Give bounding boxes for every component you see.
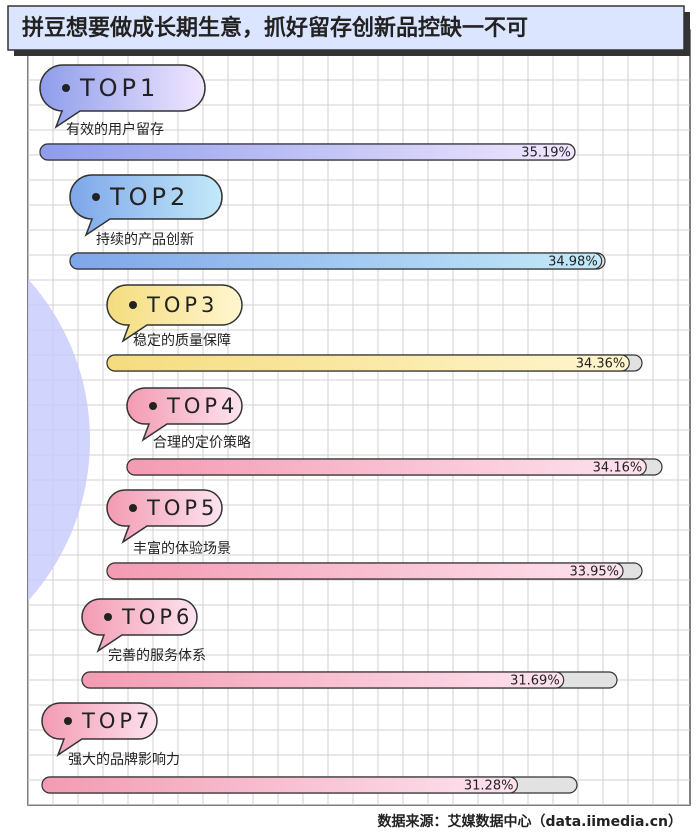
bubble: [81, 598, 198, 653]
bar: [39, 143, 576, 161]
rank-label: TOP7: [81, 709, 153, 733]
category-label: 完善的服务体系: [108, 648, 206, 664]
rank-label: TOP1: [79, 74, 159, 102]
bar: [69, 252, 603, 270]
bubble-dot: [129, 504, 137, 512]
bubble-dot: [104, 613, 112, 621]
bubble-dot: [129, 301, 137, 309]
bubble: [126, 387, 243, 442]
value-label: 34.36%: [576, 357, 626, 372]
chart-title: 拼豆想要做成长期生意，抓好留存创新品控缺一不可: [22, 15, 528, 41]
category-label: 持续的产品创新: [96, 231, 194, 248]
rank-label: TOP5: [146, 496, 218, 520]
bar: [106, 562, 624, 580]
rows: TOP1 有效的用户留存 35.19% TOP2 持续的产品创新 34.98% TOP3 稳定…: [39, 64, 663, 794]
bar: [41, 776, 519, 794]
value-label: 31.28%: [464, 779, 514, 794]
bar: [126, 458, 647, 476]
rank-label: TOP6: [121, 605, 193, 629]
bubble-dot: [92, 193, 100, 201]
bubble: [39, 64, 206, 129]
decor-circle: [28, 279, 90, 601]
bar: [81, 671, 565, 689]
category-label: 有效的用户留存: [66, 121, 164, 138]
rank-label: TOP3: [146, 293, 218, 317]
bubble: [106, 489, 223, 544]
bubble: [41, 702, 158, 757]
rank-label: TOP4: [166, 394, 238, 418]
category-label: 强大的品牌影响力: [68, 751, 180, 768]
value-label: 33.95%: [569, 565, 619, 580]
bubble: [106, 284, 243, 343]
category-label: 丰富的体验场景: [133, 540, 231, 557]
bubble-dot: [62, 84, 70, 92]
rank-label: TOP2: [109, 183, 189, 211]
value-label: 31.69%: [510, 674, 560, 689]
source: 数据来源：艾媒数据中心（data.iimedia.cn）: [378, 813, 682, 830]
bubble-dot: [149, 402, 157, 410]
title-box: [7, 5, 685, 51]
bar: [106, 354, 630, 372]
category-label: 合理的定价策略: [153, 434, 251, 451]
value-label: 34.16%: [593, 461, 643, 476]
category-label: 稳定的质量保障: [133, 333, 231, 349]
value-label: 35.19%: [521, 146, 571, 161]
bubble-dot: [64, 717, 72, 725]
value-label: 34.98%: [548, 255, 598, 270]
bubble: [69, 174, 223, 237]
